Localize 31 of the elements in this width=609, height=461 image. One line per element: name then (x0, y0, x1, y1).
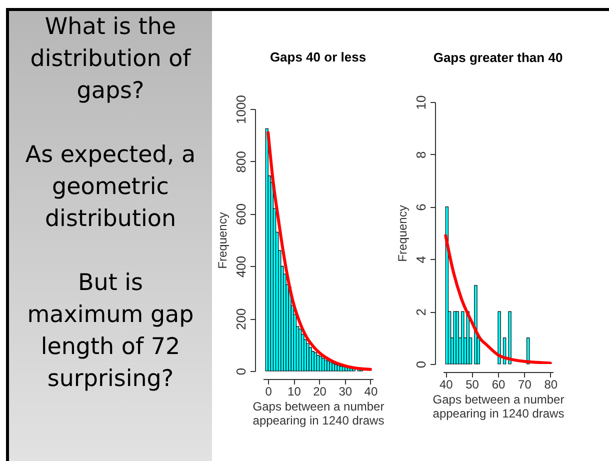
y-tick-label: 600 (234, 203, 248, 226)
y-tick-label: 200 (234, 308, 248, 330)
y-tick-label: 0 (414, 360, 428, 368)
y-tick-label: 1000 (234, 95, 248, 124)
x-tick-label: 20 (313, 384, 327, 398)
y-tick-label: 0 (234, 368, 248, 376)
y-tick-label: 6 (414, 204, 428, 211)
x-tick-label: 30 (338, 384, 352, 398)
y-axis-title: Frequency (396, 205, 410, 262)
x-tick-label: 60 (492, 378, 506, 392)
x-tick-label: 70 (518, 378, 532, 392)
x-tick-label: 0 (265, 384, 272, 398)
y-tick-label: 2 (414, 308, 428, 316)
x-tick-label: 10 (288, 384, 302, 398)
y-axis-title: Frequency (216, 212, 230, 269)
x-tick-label: 50 (466, 378, 480, 392)
text: What is the distribution of gaps? (29, 13, 192, 106)
text: As expected, a geometric distribution (25, 141, 196, 234)
chart-title: Gaps 40 or less (270, 50, 366, 65)
y-tick-label: 10 (414, 95, 428, 110)
x-tick-label: 40 (364, 384, 378, 398)
x-tick-label: 40 (439, 378, 454, 392)
x-axis-title: Gaps between a number appearing in 1240 draws (432, 392, 564, 420)
y-tick-label: 800 (234, 151, 248, 173)
x-axis-title: Gaps between a number appearing in 1240 draws (252, 400, 384, 428)
chart-title: Gaps greater than 40 (433, 50, 563, 65)
y-tick-label: 400 (234, 256, 248, 278)
y-tick-label: 4 (414, 256, 428, 264)
y-tick-label: 8 (414, 151, 428, 159)
x-tick-label: 80 (544, 378, 558, 392)
text: But is maximum gap length of 72 surprising? (26, 269, 195, 394)
